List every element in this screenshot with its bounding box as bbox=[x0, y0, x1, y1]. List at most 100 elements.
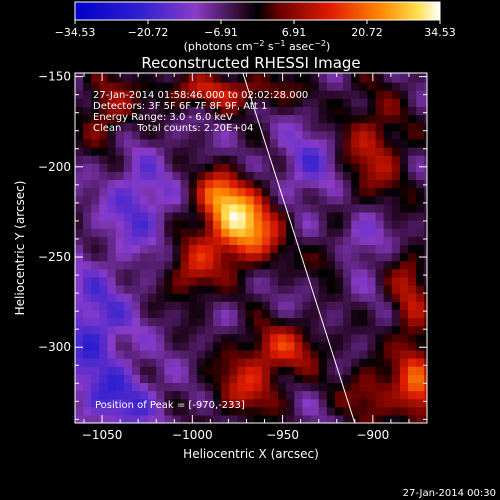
heatmap-cell bbox=[310, 203, 320, 213]
heatmap-cell bbox=[367, 284, 377, 294]
heatmap-cell bbox=[269, 114, 279, 124]
heatmap-cell bbox=[91, 293, 100, 302]
heatmap-cell bbox=[269, 179, 279, 189]
heatmap-cell bbox=[131, 171, 141, 181]
heatmap-cell bbox=[180, 284, 190, 294]
heatmap-cell bbox=[156, 228, 165, 237]
heatmap-cell bbox=[188, 114, 198, 124]
heatmap-cell bbox=[408, 98, 417, 107]
heatmap-cell bbox=[278, 366, 287, 375]
heatmap-cell bbox=[253, 341, 263, 351]
heatmap-cell bbox=[416, 374, 425, 384]
heatmap-cell bbox=[180, 106, 190, 116]
heatmap-cell bbox=[107, 244, 117, 254]
heatmap-cell bbox=[391, 252, 401, 262]
heatmap-cell bbox=[107, 138, 117, 148]
heatmap-cell bbox=[351, 309, 360, 319]
heatmap-cell bbox=[172, 228, 182, 237]
heatmap-cell bbox=[221, 244, 230, 254]
heatmap-cell bbox=[294, 317, 304, 327]
heatmap-cell bbox=[269, 414, 279, 423]
heatmap-cell bbox=[229, 309, 239, 319]
heatmap-cell bbox=[75, 114, 84, 124]
heatmap-cell bbox=[261, 171, 271, 181]
heatmap-cell bbox=[343, 317, 352, 327]
heatmap-cell bbox=[91, 98, 100, 107]
heatmap-cell bbox=[278, 406, 287, 416]
heatmap-cell bbox=[237, 203, 247, 213]
heatmap-cell bbox=[253, 211, 263, 221]
heatmap-cell bbox=[172, 358, 182, 367]
heatmap-cell bbox=[115, 390, 125, 400]
heatmap-cell bbox=[318, 309, 328, 319]
heatmap-cell bbox=[188, 106, 198, 116]
heatmap-cell bbox=[204, 171, 214, 181]
heatmap-cell bbox=[416, 390, 425, 400]
heatmap-cell bbox=[131, 398, 141, 408]
heatmap-cell bbox=[408, 220, 417, 229]
heatmap-cell bbox=[416, 171, 425, 181]
heatmap-cell bbox=[245, 195, 255, 205]
heatmap-cell bbox=[383, 187, 393, 197]
heatmap-cell bbox=[83, 195, 92, 205]
heatmap-cell bbox=[164, 366, 174, 375]
heatmap-cell bbox=[123, 138, 133, 148]
heatmap-cell bbox=[172, 390, 182, 400]
heatmap-cell bbox=[326, 130, 336, 140]
heatmap-cell bbox=[75, 73, 84, 83]
heatmap-cell bbox=[302, 106, 312, 116]
heatmap-cell bbox=[375, 374, 385, 384]
heatmap-cell bbox=[172, 366, 182, 375]
heatmap-cell bbox=[107, 163, 117, 172]
heatmap-cell bbox=[180, 98, 190, 107]
heatmap-cell bbox=[75, 122, 84, 132]
heatmap-cell bbox=[83, 163, 92, 172]
heatmap-cell bbox=[269, 106, 279, 116]
heatmap-cell bbox=[294, 374, 304, 384]
heatmap-cell bbox=[351, 333, 360, 343]
heatmap-cell bbox=[359, 293, 369, 302]
heatmap-cell bbox=[399, 187, 409, 197]
heatmap-cell bbox=[269, 301, 279, 310]
heatmap-cell bbox=[399, 203, 409, 213]
heatmap-cell bbox=[416, 276, 425, 286]
heatmap-cell bbox=[188, 268, 198, 278]
heatmap-cell bbox=[253, 284, 263, 294]
heatmap-cell bbox=[229, 195, 239, 205]
heatmap-cell bbox=[83, 284, 92, 294]
heatmap-cell bbox=[424, 293, 427, 302]
heatmap-cell bbox=[156, 98, 165, 107]
heatmap-cell bbox=[424, 236, 427, 245]
heatmap-cell bbox=[416, 90, 425, 99]
heatmap-cell bbox=[416, 195, 425, 205]
heatmap-cell bbox=[237, 366, 247, 375]
heatmap-cell bbox=[424, 244, 427, 254]
heatmap-cell bbox=[269, 90, 279, 99]
heatmap-cell bbox=[107, 122, 117, 132]
heatmap-cell bbox=[310, 244, 320, 254]
heatmap-cell bbox=[180, 171, 190, 181]
heatmap-cell bbox=[91, 317, 100, 327]
heatmap-cell bbox=[286, 260, 295, 270]
heatmap-cell bbox=[123, 366, 133, 375]
heatmap-cell bbox=[399, 414, 409, 423]
heatmap-cell bbox=[253, 130, 263, 140]
heatmap-cell bbox=[229, 293, 239, 302]
heatmap-cell bbox=[99, 228, 109, 237]
heatmap-cell bbox=[196, 293, 206, 302]
heatmap-cell bbox=[416, 228, 425, 237]
heatmap-cell bbox=[172, 211, 182, 221]
heatmap-cell bbox=[107, 252, 117, 262]
heatmap-cell bbox=[416, 146, 425, 156]
heatmap-cell bbox=[253, 220, 263, 229]
heatmap-cell bbox=[237, 284, 247, 294]
heatmap-cell bbox=[302, 260, 312, 270]
heatmap-cell bbox=[99, 236, 109, 245]
heatmap-cell bbox=[229, 203, 239, 213]
heatmap-cell bbox=[164, 398, 174, 408]
heatmap-cell bbox=[302, 390, 312, 400]
heatmap-cell bbox=[391, 358, 401, 367]
heatmap-cell bbox=[367, 122, 377, 132]
heatmap-cell bbox=[416, 73, 425, 75]
heatmap-cell bbox=[75, 349, 84, 359]
